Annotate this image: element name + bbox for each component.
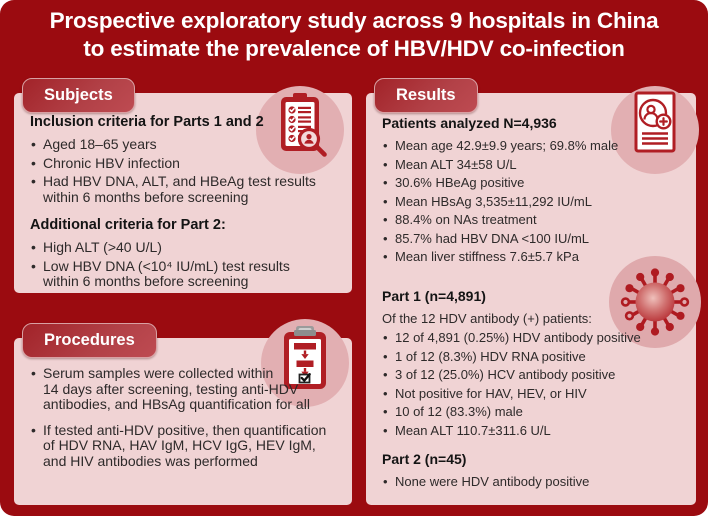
subjects-panel: Subjects Inclusion criteria for Parts 1 … (14, 78, 352, 293)
procedures-content: Serum samples were collected within 14 d… (14, 338, 352, 469)
results-badge: Results (374, 78, 478, 113)
list-item: Low HBV DNA (<10⁴ IU/mL) test results wi… (30, 258, 340, 290)
list-item: High ALT (>40 U/L) (30, 239, 340, 256)
list-item: 12 of 4,891 (0.25%) HDV antibody positiv… (382, 330, 686, 345)
results-section-part1: Part 1 (n=4,891) Of the 12 HDV antibody … (382, 288, 686, 438)
list-item: Mean ALT 34±58 U/L (382, 157, 686, 172)
page-title: Prospective exploratory study across 9 h… (0, 7, 708, 63)
list-item: 10 of 12 (83.3%) male (382, 404, 686, 419)
list-item: 1 of 12 (8.3%) HDV RNA positive (382, 349, 686, 364)
list-item: Had HBV DNA, ALT, and HBeAg test results… (30, 173, 340, 205)
list-item: Mean HBsAg 3,535±11,292 IU/mL (382, 194, 686, 209)
section-heading: Inclusion criteria for Parts 1 and 2 (30, 114, 264, 130)
part1-intro: Of the 12 HDV antibody (+) patients: (382, 311, 592, 326)
list-item: None were HDV antibody positive (382, 474, 686, 489)
list-item: Aged 18–65 years (30, 136, 340, 153)
subjects-section-inclusion: Inclusion criteria for Parts 1 and 2 Age… (30, 114, 340, 205)
results-section-part2: Part 2 (n=45) None were HDV antibody pos… (382, 451, 686, 489)
results-content: Patients analyzed N=4,936 Mean age 42.9±… (366, 93, 696, 489)
results-panel: Results Patients analyzed N=4,936 Mean a… (366, 78, 701, 505)
procedures-panel: Procedures Serum samples were collected … (14, 319, 352, 505)
list-item: 85.7% had HBV DNA <100 IU/mL (382, 231, 686, 246)
procedures-badge: Procedures (22, 323, 157, 358)
results-section-patients: Patients analyzed N=4,936 Mean age 42.9±… (382, 115, 686, 264)
subjects-section-additional: Additional criteria for Part 2: High ALT… (30, 217, 340, 290)
subjects-content: Inclusion criteria for Parts 1 and 2 Age… (14, 93, 352, 290)
list-item: Mean ALT 110.7±311.6 U/L (382, 423, 686, 438)
list-item: If tested anti-HDV positive, then quanti… (30, 422, 340, 470)
subjects-badge: Subjects (22, 78, 135, 113)
list-item: 88.4% on NAs treatment (382, 212, 686, 227)
section-heading: Part 1 (n=4,891) (382, 288, 486, 304)
list-item: Chronic HBV infection (30, 155, 340, 172)
list-item: 3 of 12 (25.0%) HCV antibody positive (382, 367, 686, 382)
list-item: Not positive for HAV, HEV, or HIV (382, 386, 686, 401)
list-item: 30.6% HBeAg positive (382, 175, 686, 190)
list-item: Serum samples were collected within 14 d… (30, 365, 340, 413)
section-heading: Part 2 (n=45) (382, 450, 467, 467)
list-item: Mean age 42.9±9.9 years; 69.8% male (382, 138, 686, 153)
section-heading: Patients analyzed N=4,936 (382, 115, 557, 131)
title-line-2: to estimate the prevalence of HBV/HDV co… (83, 36, 625, 61)
title-line-1: Prospective exploratory study across 9 h… (49, 8, 659, 33)
section-heading: Additional criteria for Part 2: (30, 217, 226, 233)
list-item: Mean liver stiffness 7.6±5.7 kPa (382, 249, 686, 264)
